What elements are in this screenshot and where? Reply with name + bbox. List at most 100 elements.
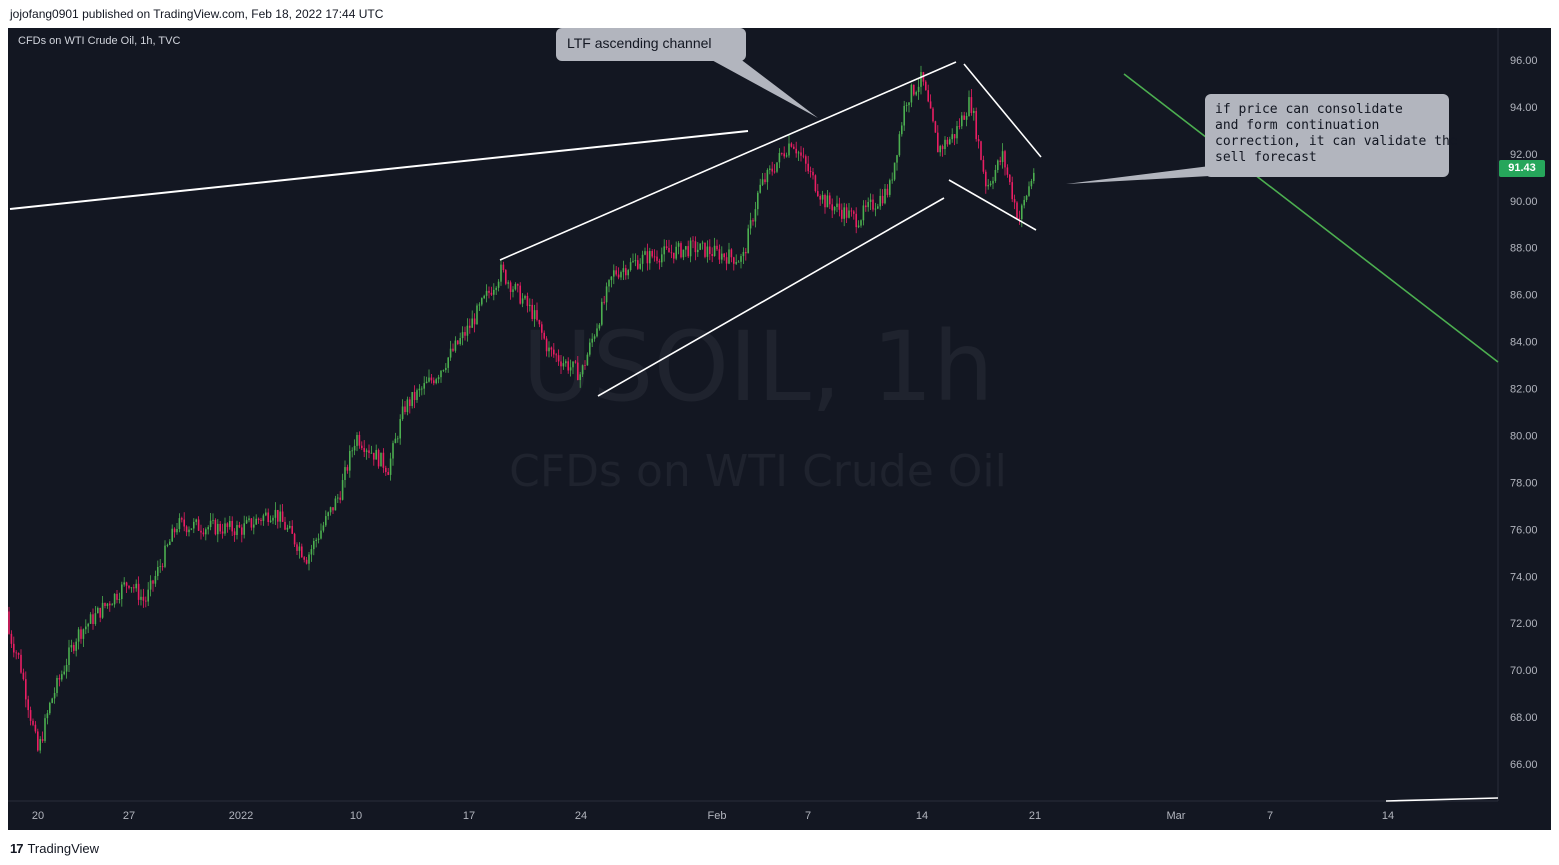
candle-body (493, 289, 495, 295)
candle-body (301, 546, 303, 558)
candle-body (130, 587, 133, 589)
x-tick-label: 24 (575, 810, 587, 822)
candle-body (421, 388, 423, 390)
candle-body (176, 529, 178, 533)
channel-callout[interactable]: LTF ascending channel (556, 28, 746, 61)
forecast-note-line: if price can consolidate (1215, 102, 1403, 117)
candle-body (449, 348, 452, 358)
candle-body (920, 72, 922, 87)
candle-body (965, 115, 968, 120)
candle-body (365, 450, 368, 452)
candle-body (332, 507, 334, 511)
candle-body (25, 679, 27, 700)
channel-upper-line (499, 61, 957, 261)
x-tick-label: 14 (1382, 810, 1394, 822)
forecast-note[interactable]: if price can consolidate and form contin… (1205, 94, 1458, 177)
candle-body (927, 90, 929, 102)
candle-body (1025, 195, 1028, 200)
candle-body (101, 602, 104, 618)
candle-body (99, 607, 101, 618)
candle-body (711, 253, 713, 257)
candle-body (836, 203, 838, 208)
candle-body (615, 270, 617, 275)
publisher-bar: jojofang0901 published on TradingView.co… (0, 0, 1559, 28)
y-tick-label: 74.00 (1510, 571, 1538, 583)
candle-body (226, 523, 229, 527)
candle-body (15, 652, 17, 654)
candle-body (706, 246, 709, 257)
candle-body (385, 467, 387, 473)
candle-body (1028, 186, 1030, 196)
candle-body (778, 153, 781, 163)
candle-body (181, 518, 183, 520)
candle-body (29, 710, 32, 721)
candle-body (514, 284, 517, 290)
candle-body (289, 525, 291, 528)
candle-body (829, 195, 831, 205)
candle-body (97, 607, 99, 614)
x-tick-label: Feb (708, 810, 727, 822)
candle-body (675, 246, 677, 259)
candle-body (351, 450, 353, 452)
candle-body (951, 134, 953, 140)
candle-body (785, 155, 788, 157)
forecast-note-line: and form continuation (1215, 118, 1380, 133)
candle-body (1004, 151, 1006, 168)
candle-body (752, 220, 754, 222)
candle-body (831, 204, 833, 211)
candle-body (884, 188, 886, 204)
forecast-note-line: correction, it can validate the (1215, 134, 1458, 149)
candle-body (992, 180, 994, 184)
y-tick-label: 90.00 (1510, 196, 1538, 208)
candle-body (49, 702, 51, 714)
candle-body (281, 511, 284, 522)
candle-body (553, 349, 555, 355)
candle-body (584, 365, 586, 367)
candle-body (802, 155, 805, 157)
chart-panel[interactable]: USOIL, 1h CFDs on WTI Crude Oil 96.00 94.00… (8, 28, 1551, 830)
candle-body (725, 257, 728, 264)
candle-body (939, 146, 941, 153)
candle-body (135, 583, 137, 589)
candle-body (344, 467, 346, 481)
candle-body (349, 450, 351, 471)
y-tick-label: 70.00 (1510, 665, 1538, 677)
candle-body (845, 207, 848, 218)
candle-body (550, 347, 553, 350)
candle-body (370, 452, 373, 454)
brand-name: TradingView (27, 840, 100, 856)
candle-body (87, 623, 89, 627)
candle-body (733, 257, 735, 264)
candle-body (781, 153, 783, 154)
candle-body (250, 518, 253, 528)
candle-body (1033, 172, 1035, 181)
symbol-legend[interactable]: CFDs on WTI Crude Oil, 1h, TVC (18, 35, 181, 47)
footer: 17 TradingView (0, 830, 1559, 865)
candle-body (425, 381, 428, 384)
candle-body (10, 633, 13, 644)
candle-body (75, 641, 77, 651)
candle-body (915, 92, 917, 95)
candle-body (274, 509, 277, 518)
candle-body (644, 251, 646, 255)
candle-body (764, 179, 766, 183)
candle-body (953, 134, 956, 139)
y-tick-label: 96.00 (1510, 55, 1538, 67)
candle-body (236, 525, 238, 536)
candle-body (932, 108, 934, 122)
candle-body (970, 97, 973, 113)
candle-body (303, 557, 305, 560)
candle-body (1021, 205, 1023, 220)
candle-body (524, 295, 526, 299)
candle-body (903, 105, 905, 126)
tradingview-logo[interactable]: 17 TradingView (10, 840, 99, 856)
candle-body (841, 209, 843, 219)
forecast-note-pointer (1066, 166, 1210, 184)
candle-body (459, 338, 461, 345)
candle-body (128, 585, 130, 588)
candle-body (118, 598, 121, 600)
candle-body (639, 263, 641, 269)
price-chart[interactable]: USOIL, 1h CFDs on WTI Crude Oil 96.00 94.00… (8, 28, 1551, 830)
candle-body (901, 125, 903, 135)
candle-body (80, 629, 82, 639)
